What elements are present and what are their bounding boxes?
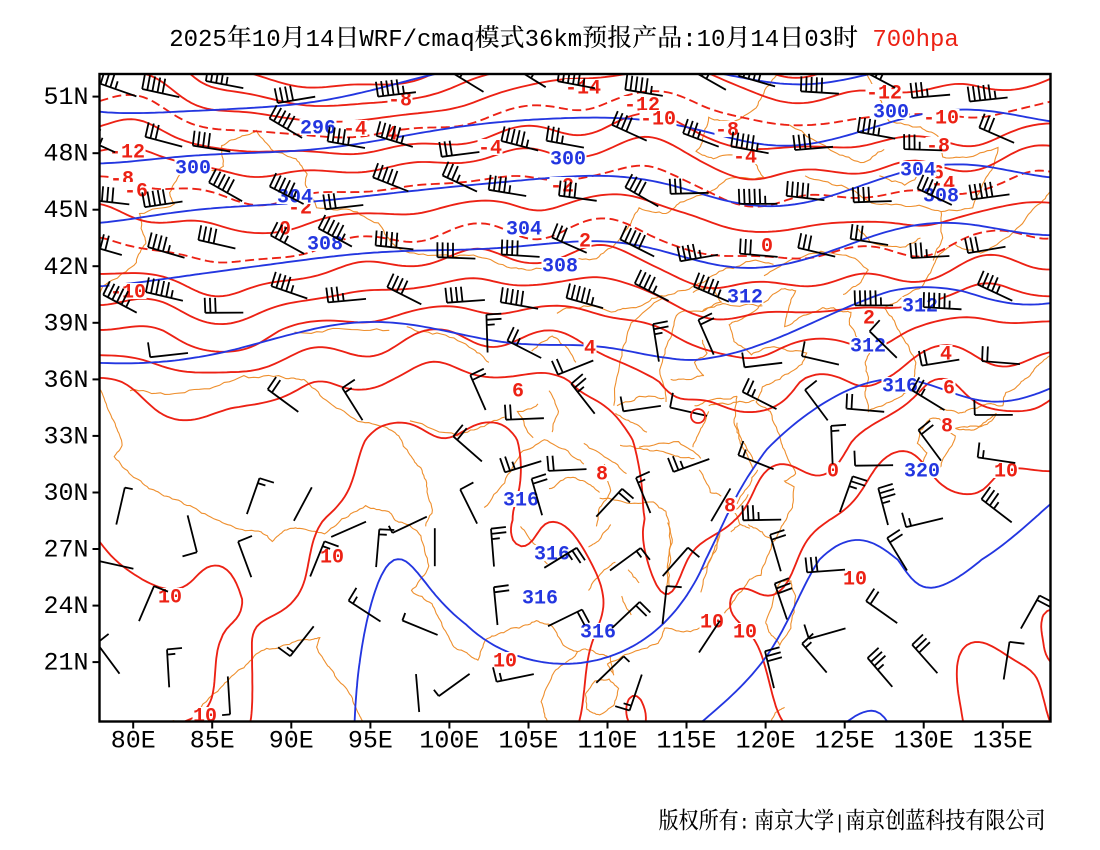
svg-text:0: 0 — [827, 461, 839, 484]
svg-text::: : — [739, 813, 750, 835]
svg-text:|: | — [834, 813, 845, 835]
svg-text:27N: 27N — [43, 536, 88, 565]
svg-text::: : — [682, 27, 696, 54]
svg-text:14: 14 — [750, 27, 779, 54]
svg-text:45N: 45N — [43, 196, 88, 225]
svg-text:-12: -12 — [866, 83, 902, 106]
svg-text:2025: 2025 — [169, 27, 227, 54]
svg-text:30N: 30N — [43, 479, 88, 508]
svg-text:48N: 48N — [43, 140, 88, 169]
svg-text:33N: 33N — [43, 422, 88, 451]
svg-text:14: 14 — [306, 27, 335, 54]
svg-text:8: 8 — [941, 416, 953, 439]
svg-text:-4: -4 — [478, 138, 502, 161]
svg-text:316: 316 — [882, 376, 918, 399]
svg-text:105E: 105E — [498, 727, 558, 756]
svg-text:24N: 24N — [43, 592, 88, 621]
svg-text:21N: 21N — [43, 649, 88, 678]
svg-text:10: 10 — [700, 612, 724, 635]
svg-text:312: 312 — [850, 336, 886, 359]
svg-text:-10: -10 — [640, 109, 676, 132]
svg-text:39N: 39N — [43, 309, 88, 338]
svg-text:-4: -4 — [733, 147, 757, 170]
svg-text:308: 308 — [542, 256, 578, 279]
svg-text:95E: 95E — [348, 727, 393, 756]
svg-text:2: 2 — [863, 308, 875, 331]
svg-text:296: 296 — [300, 118, 336, 141]
svg-text:125E: 125E — [815, 727, 875, 756]
svg-text:10: 10 — [252, 27, 281, 54]
svg-text:308: 308 — [923, 186, 959, 209]
svg-text:10: 10 — [733, 622, 757, 645]
svg-text:130E: 130E — [894, 727, 954, 756]
svg-text:-6: -6 — [124, 181, 148, 204]
svg-text:85E: 85E — [190, 727, 235, 756]
svg-text:300: 300 — [550, 149, 586, 172]
svg-text:4: 4 — [584, 338, 596, 361]
svg-text:10: 10 — [843, 569, 867, 592]
svg-text:03: 03 — [804, 27, 833, 54]
svg-text:312: 312 — [727, 287, 763, 310]
svg-text:316: 316 — [580, 622, 616, 645]
svg-text:36N: 36N — [43, 366, 88, 395]
svg-text:304: 304 — [506, 219, 542, 242]
svg-text:10: 10 — [493, 651, 517, 674]
svg-text:-8: -8 — [926, 136, 950, 159]
svg-text:110E: 110E — [577, 727, 637, 756]
svg-text:316: 316 — [534, 544, 570, 567]
svg-text:2: 2 — [579, 231, 591, 254]
svg-text:-2: -2 — [550, 176, 574, 199]
svg-text:6: 6 — [943, 378, 955, 401]
svg-text:10: 10 — [994, 461, 1018, 484]
svg-text:6: 6 — [512, 381, 524, 404]
svg-text:320: 320 — [904, 461, 940, 484]
svg-text:51N: 51N — [43, 83, 88, 112]
svg-text:120E: 120E — [736, 727, 796, 756]
svg-text:42N: 42N — [43, 253, 88, 282]
svg-text:-10: -10 — [923, 108, 959, 131]
svg-text:-14: -14 — [565, 78, 601, 101]
svg-text:115E: 115E — [656, 727, 716, 756]
svg-text:10: 10 — [193, 706, 217, 729]
svg-text:700hpa: 700hpa — [872, 27, 958, 54]
svg-text:316: 316 — [522, 588, 558, 611]
svg-text:300: 300 — [175, 158, 211, 181]
svg-text:100E: 100E — [419, 727, 479, 756]
svg-text:-4: -4 — [343, 119, 367, 142]
svg-text:308: 308 — [307, 234, 343, 257]
svg-text:316: 316 — [503, 490, 539, 513]
svg-text:90E: 90E — [269, 727, 314, 756]
svg-text:300: 300 — [873, 102, 909, 125]
svg-text:-12: -12 — [109, 142, 145, 165]
svg-text:10: 10 — [320, 547, 344, 570]
svg-text:10: 10 — [697, 27, 726, 54]
svg-text:-8: -8 — [715, 120, 739, 143]
svg-text:10: 10 — [158, 587, 182, 610]
svg-text:8: 8 — [596, 464, 608, 487]
svg-text:304: 304 — [900, 160, 936, 183]
svg-text:135E: 135E — [973, 727, 1033, 756]
svg-text:8: 8 — [724, 496, 736, 519]
svg-text:WRF/cmaq: WRF/cmaq — [359, 27, 474, 54]
svg-text:80E: 80E — [111, 727, 156, 756]
svg-text:36km: 36km — [525, 27, 583, 54]
svg-text:0: 0 — [761, 236, 773, 259]
svg-text:304: 304 — [277, 187, 313, 210]
